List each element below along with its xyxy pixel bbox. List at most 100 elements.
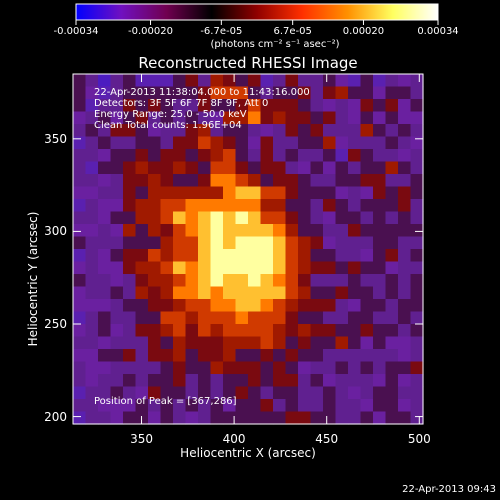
heatmap-cell	[348, 111, 362, 125]
heatmap-cell	[310, 111, 324, 125]
heatmap-cell	[298, 261, 312, 275]
heatmap-cell	[348, 286, 362, 300]
heatmap-cell	[260, 349, 274, 363]
heatmap-cell	[210, 324, 224, 338]
heatmap-cell	[85, 311, 99, 325]
heatmap-cell	[160, 286, 174, 300]
heatmap-cell	[135, 149, 149, 163]
heatmap-cell	[260, 99, 274, 113]
heatmap-cell	[235, 249, 249, 263]
heatmap-cell	[335, 411, 349, 425]
heatmap-cell	[373, 174, 387, 188]
heatmap-cell	[185, 211, 199, 225]
heatmap-cell	[173, 174, 187, 188]
heatmap-cell	[135, 124, 149, 138]
heatmap-cell	[85, 136, 99, 150]
heatmap-cell	[173, 274, 187, 288]
heatmap-cell	[98, 149, 112, 163]
heatmap-cell	[185, 411, 199, 425]
heatmap-cell	[235, 86, 249, 100]
heatmap-cell	[110, 261, 124, 275]
heatmap-cell	[298, 74, 312, 88]
heatmap-cell	[298, 236, 312, 250]
heatmap-cell	[398, 361, 412, 375]
heatmap-cell	[410, 374, 424, 388]
y-tick-label-0: 200	[44, 409, 67, 424]
heatmap-cell	[110, 136, 124, 150]
heatmap-cell	[323, 199, 337, 213]
heatmap-cell	[260, 361, 274, 375]
heatmap-cell	[73, 324, 87, 338]
heatmap-cell	[398, 86, 412, 100]
heatmap-cell	[398, 261, 412, 275]
heatmap-cell	[385, 324, 399, 338]
heatmap-cell	[273, 336, 287, 350]
heatmap-cell	[310, 311, 324, 325]
heatmap-cell	[260, 236, 274, 250]
heatmap-cell	[185, 374, 199, 388]
heatmap-cell	[148, 386, 162, 400]
heatmap-cell	[160, 86, 174, 100]
heatmap-cell	[98, 299, 112, 313]
heatmap-cell	[148, 186, 162, 200]
heatmap-cell	[135, 111, 149, 125]
heatmap-cell	[160, 299, 174, 313]
heatmap-cell	[210, 349, 224, 363]
heatmap-cell	[160, 186, 174, 200]
heatmap-cell	[160, 324, 174, 338]
heatmap-cell	[385, 136, 399, 150]
heatmap-cell	[360, 324, 374, 338]
heatmap-cell	[260, 136, 274, 150]
heatmap-cell	[348, 336, 362, 350]
heatmap-cell	[198, 249, 212, 263]
heatmap-cell	[173, 386, 187, 400]
heatmap-cell	[385, 199, 399, 213]
heatmap-cell	[85, 374, 99, 388]
heatmap-cell	[135, 186, 149, 200]
heatmap-cell	[73, 174, 87, 188]
heatmap-cell	[223, 399, 237, 413]
heatmap-cell	[235, 299, 249, 313]
heatmap-cell	[248, 374, 262, 388]
heatmap-cell	[135, 311, 149, 325]
heatmap-cell	[323, 249, 337, 263]
heatmap-cell	[323, 261, 337, 275]
heatmap-cell	[360, 149, 374, 163]
heatmap-cell	[273, 386, 287, 400]
heatmap-cell	[398, 411, 412, 425]
heatmap-cell	[248, 249, 262, 263]
heatmap-cell	[173, 374, 187, 388]
heatmap-cell	[73, 199, 87, 213]
heatmap-cell	[160, 386, 174, 400]
heatmap-cell	[373, 199, 387, 213]
heatmap-cell	[248, 211, 262, 225]
heatmap-cell	[410, 399, 424, 413]
heatmap-cell	[248, 186, 262, 200]
heatmap-cell	[410, 261, 424, 275]
heatmap-cell	[410, 311, 424, 325]
heatmap-cell	[135, 349, 149, 363]
heatmap-cell	[160, 361, 174, 375]
heatmap-cell	[185, 74, 199, 88]
heatmap-cell	[110, 174, 124, 188]
heatmap-cell	[323, 399, 337, 413]
heatmap-cell	[348, 211, 362, 225]
heatmap-cell	[373, 236, 387, 250]
heatmap-cell	[85, 286, 99, 300]
heatmap-cell	[173, 149, 187, 163]
heatmap-cell	[360, 311, 374, 325]
heatmap-cell	[298, 174, 312, 188]
heatmap-cell	[198, 86, 212, 100]
heatmap-cell	[148, 161, 162, 175]
heatmap-cell	[210, 249, 224, 263]
heatmap-cell	[335, 86, 349, 100]
heatmap-cell	[360, 136, 374, 150]
heatmap-cell	[335, 311, 349, 325]
heatmap-cell	[373, 411, 387, 425]
heatmap-cell	[185, 386, 199, 400]
heatmap-cell	[185, 124, 199, 138]
heatmap-cell	[335, 336, 349, 350]
heatmap-cell	[235, 99, 249, 113]
heatmap-cell	[273, 249, 287, 263]
heatmap-cell	[173, 261, 187, 275]
